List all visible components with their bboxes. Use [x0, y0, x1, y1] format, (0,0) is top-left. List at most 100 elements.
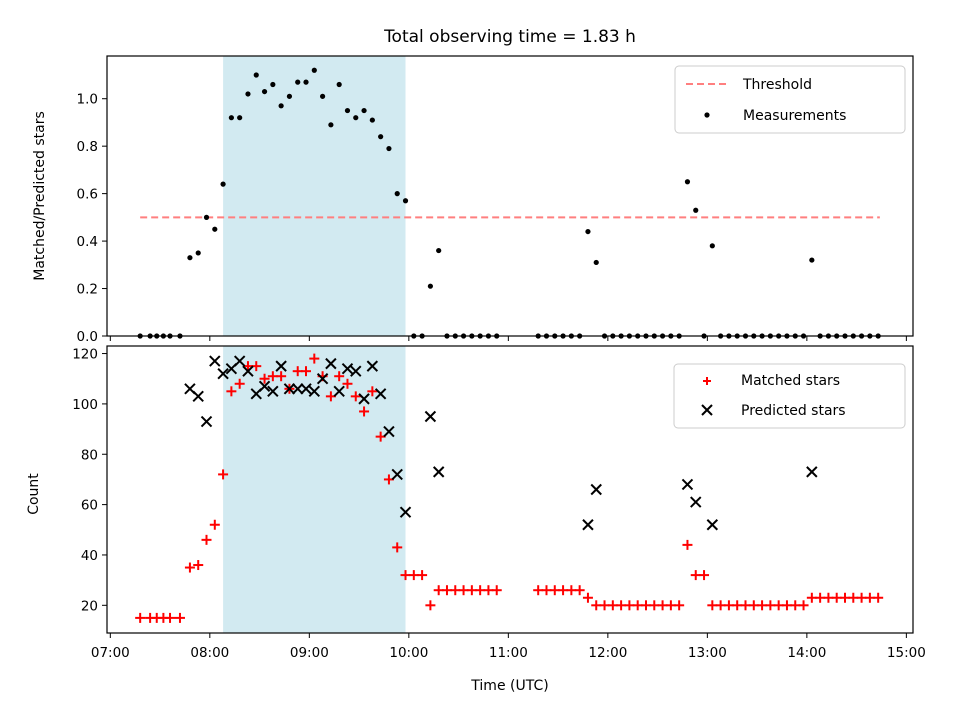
matched-star-point	[342, 378, 353, 389]
matched-star-point	[193, 560, 204, 571]
measurement-point	[311, 67, 317, 73]
top-observing-window	[223, 56, 406, 336]
x-tick-label: 13:00	[688, 645, 727, 661]
matched-star-point	[218, 469, 229, 480]
measurement-point	[369, 117, 375, 123]
measurement-point	[203, 214, 210, 220]
bottom-y-tick-label: 100	[72, 397, 98, 413]
measurement-point	[286, 93, 293, 99]
top-y-tick-label: 1.0	[77, 92, 98, 108]
predicted-star-point	[690, 496, 702, 508]
predicted-star-point	[258, 380, 271, 392]
bottom-y-tick-label: 40	[81, 548, 98, 564]
top-y-tick-label: 0.8	[77, 139, 98, 155]
bottom-x-ticks: 07:00 08:00 09:00 10:00 11:00 12:00 13:00 14:00…	[91, 633, 926, 661]
measurement-point	[394, 191, 400, 197]
x-tick-label: 10:00	[389, 645, 428, 661]
measurement-point	[353, 115, 359, 121]
matched-star-point	[234, 378, 245, 389]
matched-star-point	[276, 371, 287, 382]
matched-star-point	[574, 585, 585, 596]
measurement-point	[319, 93, 326, 99]
legend-predicted-swatch	[701, 404, 713, 416]
x-tick-label: 15:00	[887, 645, 926, 661]
bottom-observing-window	[223, 346, 406, 633]
top-y-ticks: 0.0 0.2 0.4 0.6 0.8 1.0	[77, 92, 107, 345]
matched-star-point	[359, 406, 370, 417]
bottom-plot-marks	[135, 353, 884, 623]
measurement-point	[295, 79, 301, 85]
predicted-star-point	[209, 355, 221, 367]
measurement-point	[386, 145, 392, 152]
measurement-point	[684, 179, 691, 185]
predicted-star-point	[582, 519, 594, 531]
measurement-point	[278, 103, 284, 109]
matched-star-point	[165, 612, 176, 623]
measurement-point	[361, 107, 367, 114]
predicted-star-point	[217, 367, 229, 380]
predicted-star-point	[242, 365, 254, 377]
matched-star-point	[259, 373, 270, 384]
bottom-legend: Matched stars Predicted stars	[673, 363, 906, 429]
measurement-point	[585, 228, 591, 235]
predicted-star-point	[706, 519, 719, 531]
matched-star-point	[334, 371, 345, 382]
predicted-star-point	[374, 388, 387, 400]
measurement-point	[344, 107, 351, 114]
predicted-star-point	[341, 362, 354, 375]
matched-star-point	[674, 600, 685, 611]
predicted-star-point	[333, 385, 345, 398]
measurement-point	[693, 207, 699, 213]
measurement-point	[195, 250, 201, 256]
measurement-point	[187, 255, 193, 261]
matched-star-point	[682, 539, 693, 550]
measurement-point	[212, 226, 218, 232]
predicted-star-point	[283, 383, 296, 395]
x-tick-label: 07:00	[91, 645, 130, 661]
measurement-point	[336, 81, 342, 88]
measurement-point	[378, 134, 384, 140]
matched-star-point	[174, 612, 185, 623]
x-tick-label: 08:00	[190, 645, 229, 661]
predicted-star-point	[292, 383, 304, 395]
predicted-star-point	[806, 466, 818, 478]
top-legend-box	[674, 65, 906, 134]
measurement-point	[709, 243, 715, 249]
matched-star-point	[367, 386, 378, 397]
matched-star-point	[798, 600, 809, 611]
matched-star-point	[873, 592, 884, 603]
predicted-star-point	[383, 425, 395, 438]
matched-star-point	[350, 391, 361, 402]
predicted-star-point	[267, 385, 279, 398]
matched-star-point	[301, 366, 312, 377]
legend-measurements-label: Measurements	[743, 108, 846, 124]
x-axis-label: Time (UTC)	[470, 678, 548, 694]
x-tick-label: 14:00	[787, 645, 826, 661]
top-x-ticks	[109, 336, 907, 341]
matched-star-point	[184, 562, 195, 573]
top-panel: 0.0 0.2 0.4 0.6 0.8 1.0 Matched/Predicted sta…	[32, 55, 914, 345]
predicted-star-point	[200, 415, 213, 428]
predicted-star-point	[316, 373, 329, 385]
matched-star-point	[135, 612, 146, 623]
matched-star-point	[309, 353, 320, 364]
predicted-star-point	[366, 360, 379, 372]
top-y-tick-label: 0.2	[77, 282, 98, 298]
bottom-y-tick-label: 60	[81, 498, 98, 514]
predicted-star-point	[325, 357, 337, 370]
measurement-point	[809, 257, 815, 263]
measurement-point	[245, 91, 251, 97]
predicted-star-point	[391, 468, 403, 481]
x-tick-label: 09:00	[290, 645, 329, 661]
legend-threshold-label: Threshold	[742, 77, 812, 93]
measurement-point	[270, 81, 276, 88]
legend-matched-swatch	[703, 377, 711, 385]
bottom-y-tick-label: 120	[72, 347, 98, 363]
matched-star-point	[699, 570, 710, 581]
top-plot-marks	[137, 67, 881, 339]
bottom-y-ticks: 20 40 60 80 100 120	[72, 347, 107, 614]
predicted-star-point	[350, 365, 362, 377]
predicted-star-point	[308, 385, 321, 398]
predicted-star-point	[192, 390, 204, 403]
